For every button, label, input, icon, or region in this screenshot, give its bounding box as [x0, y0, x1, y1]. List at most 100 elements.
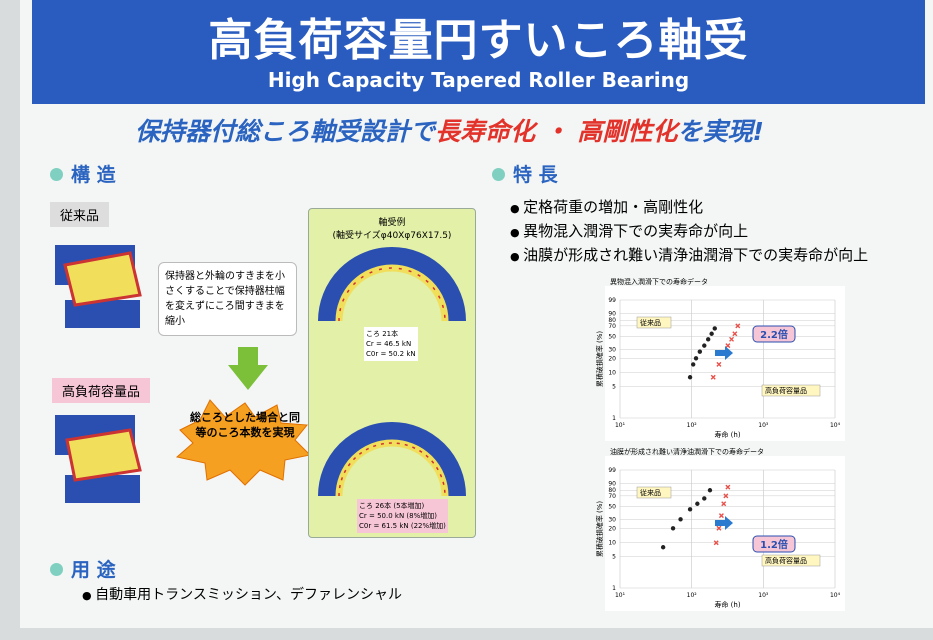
chart: 異物混入潤滑下での寿命データ 10¹ 10² 10³ 10⁴ 1 5 10 20 30 50 7080… — [595, 278, 845, 441]
x-tick-label: 10³ — [758, 422, 769, 429]
data-point — [735, 323, 741, 329]
y-tick-label: 90 — [608, 480, 616, 487]
data-point — [710, 374, 716, 380]
tagline: 保持器付総ころ軸受設計で長寿命化 ・ 高剛性化を実現! — [135, 112, 764, 148]
data-point — [702, 343, 707, 348]
x-axis-label: 寿命 (h) — [714, 600, 740, 609]
y-tick-label: 80 — [608, 317, 616, 324]
bearing-arc — [318, 247, 466, 322]
title: 高負荷容量円すいころ軸受 — [208, 15, 749, 66]
data-point — [670, 526, 676, 531]
bearing-drawings — [318, 247, 466, 497]
spec-line: C0r = 50.2 kN — [366, 350, 416, 358]
legend-label: 従来品 — [640, 318, 661, 327]
x-tick-label: 10² — [687, 592, 698, 599]
spec-line: ころ 21本 — [366, 330, 399, 338]
spec-line: Cr = 46.5 kN — [366, 340, 412, 348]
data-point — [718, 513, 724, 519]
chart-title: 異物混入潤滑下での寿命データ — [610, 278, 708, 286]
x-tick-label: 10⁴ — [830, 422, 841, 429]
example-size: (軸受サイズφ40Xφ76X17.5) — [332, 231, 452, 241]
x-tick-label: 10² — [687, 422, 698, 429]
ratio-label: 2.2倍 — [760, 328, 788, 341]
data-point — [713, 540, 719, 546]
spec-line: C0r = 61.5 kN (22%増加) — [359, 522, 446, 530]
x-axis-label: 寿命 (h) — [714, 430, 740, 439]
feature-item: 異物混入潤滑下での実寿命が向上 — [510, 220, 868, 244]
note: 保持器と外輪のすきまを小さくすることで保持器柱幅を変えずにころ間すきまを縮小 — [158, 262, 297, 336]
data-point — [678, 517, 683, 522]
y-tick-label: 1 — [612, 415, 616, 422]
data-point — [693, 356, 699, 361]
y-tick-label: 1 — [612, 585, 616, 592]
legend-box — [761, 384, 821, 397]
data-point — [687, 507, 693, 512]
spec: ころ 21本 Cr = 46.5 kN C0r = 50.2 kN — [364, 327, 418, 361]
section-heading: 特 長 — [492, 160, 558, 187]
data-point — [707, 488, 713, 493]
data-point — [725, 343, 731, 349]
data-point — [695, 501, 700, 506]
ratio-arrow — [715, 346, 733, 360]
bearing-section — [55, 415, 142, 503]
data-point — [723, 493, 729, 499]
example-title: 軸受例 — [378, 218, 406, 228]
y-tick-label: 20 — [608, 525, 616, 532]
y-tick-label: 80 — [608, 487, 616, 494]
y-tick-label: 70 — [608, 323, 616, 330]
tagline-lead: 保持器付総ころ軸受設計で — [135, 117, 436, 146]
data-point — [716, 361, 722, 367]
data-point — [712, 326, 717, 331]
y-tick-label: 30 — [608, 516, 616, 523]
y-tick-label: 10 — [608, 540, 616, 547]
chart-title: 油膜が形成され難い清浄油潤滑下での寿命データ — [610, 447, 764, 456]
header: 高負荷容量円すいころ軸受 High Capacity Tapered Rolle… — [32, 0, 925, 104]
subtitle: High Capacity Tapered Roller Bearing — [267, 68, 690, 92]
y-tick-label: 5 — [612, 554, 616, 561]
usage-item: 自動車用トランスミッション、デファレンシャル — [82, 584, 402, 607]
legend-label: 高負荷容量品 — [765, 386, 807, 395]
data-point — [660, 545, 666, 550]
data-point — [702, 496, 707, 501]
x-tick-label: 10¹ — [615, 422, 626, 429]
legend-label: 高負荷容量品 — [765, 556, 807, 565]
legend-label: 従来品 — [640, 488, 661, 497]
ratio-label: 1.2倍 — [760, 538, 788, 551]
data-point — [725, 484, 731, 490]
y-tick-label: 99 — [608, 467, 616, 474]
y-tick-label: 50 — [608, 503, 616, 510]
y-tick-label: 90 — [608, 310, 616, 317]
bearing-arc — [318, 422, 466, 497]
y-tick-label: 30 — [608, 346, 616, 353]
data-point — [690, 362, 696, 367]
spec: ころ 26本 (5本増加) Cr = 50.0 kN (8%増加) C0r = 61… — [357, 499, 448, 533]
arrow — [228, 347, 268, 390]
data-point — [697, 349, 703, 354]
section-heading: 用 途 — [50, 555, 116, 582]
data-point — [716, 525, 722, 531]
ratio-arrow — [715, 516, 733, 530]
burst-text: 総ころとした場合と同等のころ本数を実現 — [190, 411, 300, 439]
feature-item: 油膜が形成され難い清浄油潤滑下での実寿命が向上 — [510, 244, 868, 268]
y-tick-label: 99 — [608, 297, 616, 304]
y-tick-label: 20 — [608, 355, 616, 362]
data-point — [705, 337, 711, 342]
spec-line: Cr = 50.0 kN (8%増加) — [359, 512, 437, 520]
data-point — [729, 336, 735, 342]
label: 高負荷容量品 — [52, 378, 151, 403]
tagline-highlight: 長寿命化 ・ 高剛性化 — [435, 117, 678, 146]
y-tick-label: 50 — [608, 333, 616, 340]
data-point — [687, 375, 693, 380]
y-axis-label: 累積破損確率 (%) — [595, 331, 604, 388]
spec-line: ころ 26本 (5本増加) — [359, 502, 425, 510]
feature-list: 定格荷重の増加・高剛性化異物混入潤滑下での実寿命が向上油膜が形成され難い清浄油潤… — [510, 196, 868, 268]
bearing-section — [55, 245, 142, 328]
structure-drawings — [55, 245, 312, 503]
chart-bg — [605, 286, 845, 441]
section-heading: 構 造 — [50, 160, 116, 187]
data-point — [721, 501, 727, 507]
x-tick-label: 10³ — [758, 592, 769, 599]
y-tick-label: 10 — [608, 370, 616, 377]
